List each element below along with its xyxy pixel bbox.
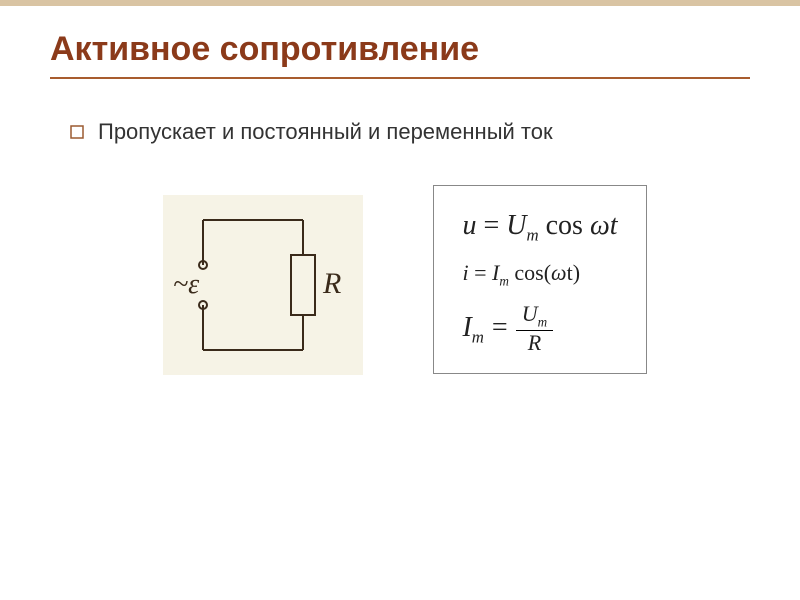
bullet-text: Пропускает и постоянный и переменный ток	[98, 119, 553, 145]
eq-lp: (	[544, 260, 551, 285]
equation-voltage: u = Um cos ωt	[462, 204, 617, 249]
eq-num: Um	[516, 302, 553, 331]
svg-text:~ε: ~ε	[173, 269, 199, 300]
eq-cos1: cos	[539, 210, 590, 241]
eq-den: R	[522, 331, 547, 355]
eq-eq2: =	[469, 260, 492, 285]
slide-container: Активное сопротивление Пропускает и пост…	[0, 0, 800, 600]
eq-t1: t	[610, 210, 618, 241]
svg-text:R: R	[322, 267, 341, 300]
eq-Um: U	[506, 210, 526, 241]
decorative-top-bar	[0, 0, 800, 6]
eq-Um-sub: m	[527, 226, 539, 245]
eq-Im-sub: m	[499, 274, 509, 289]
eq-omega2: ω	[551, 260, 567, 285]
eq-eq1: =	[476, 210, 506, 241]
eq-rp: )	[573, 260, 580, 285]
page-title: Активное сопротивление	[50, 30, 750, 79]
eq-eq3: =	[492, 306, 508, 351]
eq-Im2-sub: m	[472, 327, 484, 346]
equations-panel: u = Um cos ωt i = Im cos(ωt) Im = Um R	[433, 185, 646, 374]
content-row: ~ε R u = Um cos ωt i = Im cos(ωt) Im = U…	[50, 185, 750, 385]
eq-omega1: ω	[590, 210, 610, 241]
eq-Im2: I	[462, 312, 471, 343]
bullet-row: Пропускает и постоянный и переменный ток	[70, 119, 750, 145]
equation-amplitude: Im = Um R	[462, 302, 617, 355]
bullet-square-icon	[70, 125, 84, 139]
eq-lhs: Im	[462, 306, 483, 351]
eq-num-sub: m	[538, 314, 548, 329]
eq-numU: U	[522, 301, 538, 326]
eq-u: u	[462, 210, 476, 241]
equation-current: i = Im cos(ωt)	[462, 255, 617, 292]
circuit-diagram: ~ε R	[153, 185, 373, 385]
eq-fraction: Um R	[516, 302, 553, 355]
eq-cos2: cos	[509, 260, 544, 285]
